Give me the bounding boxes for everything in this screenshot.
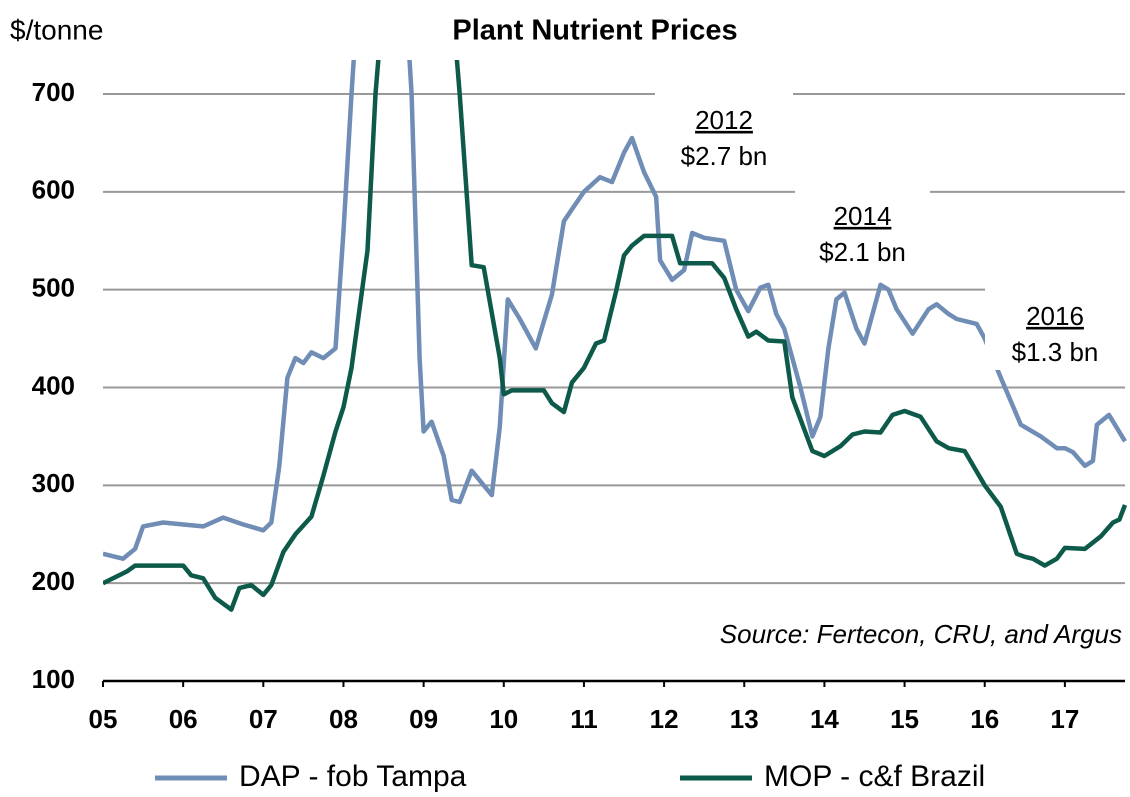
y-tick-label: 300 — [32, 468, 75, 498]
annotation-text: $1.3 bn — [1012, 337, 1099, 367]
x-tick-label: 05 — [89, 704, 118, 734]
y-axis-label: $/tonne — [10, 14, 103, 45]
overlay: 100 200 300 400 500 600 700 05 06 07 08 09 10 11 12 13 1… — [32, 77, 1125, 793]
x-tick-label: 09 — [409, 704, 438, 734]
legend-label: DAP - fob Tampa — [239, 760, 467, 793]
annotation-box — [795, 186, 930, 266]
annotation-year: 2012 — [695, 105, 753, 135]
x-tick-label: 16 — [970, 704, 999, 734]
annotation-year: 2014 — [834, 201, 892, 231]
x-tick-label: 14 — [810, 704, 839, 734]
data-line — [103, 60, 1128, 612]
x-tick-label: 08 — [329, 704, 358, 734]
annotation-text: $2.7 bn — [681, 141, 768, 171]
x-tick-label: 07 — [249, 704, 278, 734]
x-tick-label: 12 — [650, 704, 679, 734]
chart-title: Plant Nutrient Prices — [452, 15, 737, 47]
source-note: Source: Fertecon, CRU, and Argus — [720, 619, 1122, 649]
y-tick-label: 600 — [32, 175, 75, 205]
annotation-box — [655, 90, 793, 182]
y-tick-label: 200 — [32, 566, 75, 596]
y-tick-label: 700 — [32, 77, 75, 107]
annotation-box — [985, 286, 1125, 370]
annotation-text: $2.1 bn — [819, 237, 906, 267]
x-tick-label: 17 — [1050, 704, 1079, 734]
data-line — [103, 60, 1127, 561]
legend-label: MOP - c&f Brazil — [764, 760, 985, 793]
y-tick-label: 400 — [32, 370, 75, 400]
x-tick-label: 13 — [730, 704, 759, 734]
y-tick-label: 100 — [32, 664, 75, 694]
x-tick-label: 11 — [570, 704, 598, 734]
x-tick-label: 15 — [890, 704, 919, 734]
annotation-year: 2016 — [1026, 301, 1084, 331]
x-tick-label: 06 — [169, 704, 198, 734]
plot-area — [103, 60, 1128, 612]
y-tick-label: 500 — [32, 273, 75, 303]
x-tick-label: 10 — [489, 704, 518, 734]
